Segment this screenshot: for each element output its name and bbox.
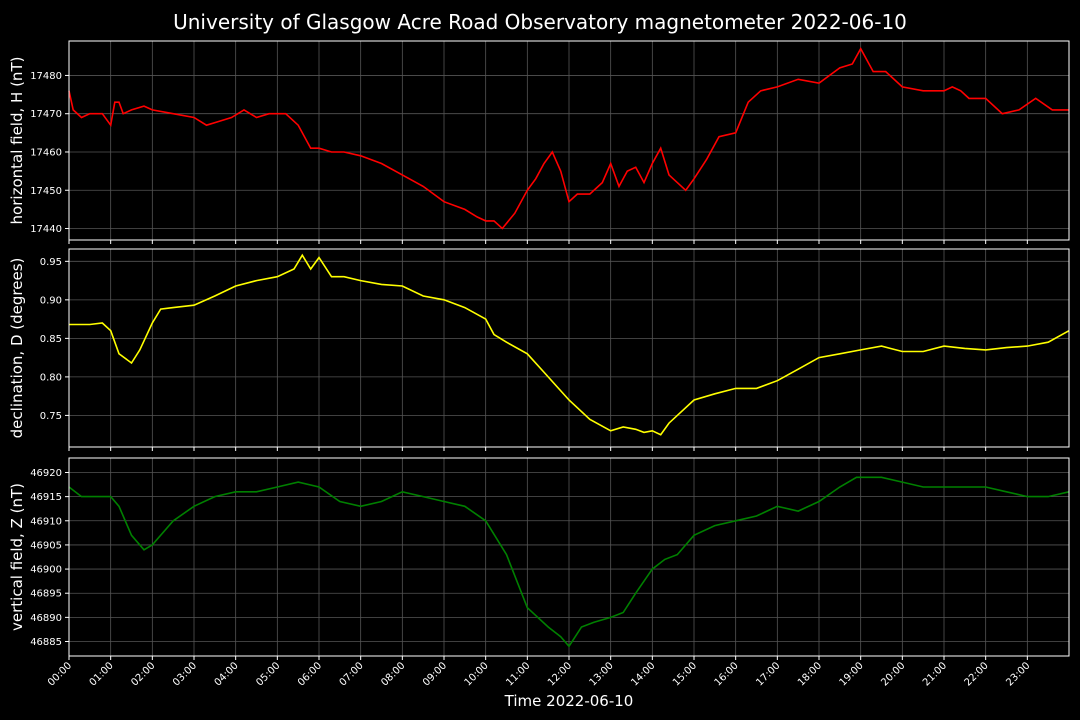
y-tick-label: 46910	[30, 516, 62, 527]
panel-vertical-field: 46885 46890 46895 46900 46905 46910 46915 46920…	[8, 457, 1070, 660]
y-tick-label: 46900	[30, 565, 62, 576]
y-tick-label: 17470	[30, 109, 62, 120]
y-tick-label: 46915	[30, 492, 62, 503]
series-line-z	[68, 476, 1070, 648]
y-tick-label: 17440	[30, 224, 62, 235]
panel-horizontal-field: 17440 17450 17460 17470 17480 horizontal fie…	[8, 40, 1070, 244]
y-tick-label: 46895	[30, 589, 62, 600]
y-axis-label-h: horizontal field, H (nT)	[8, 57, 26, 225]
y-tick-label: 0.90	[40, 295, 62, 306]
y-tick-label: 46885	[30, 637, 62, 648]
y-tick-label: 46905	[30, 540, 62, 551]
y-tick-label: 0.80	[40, 372, 62, 383]
y-axis-label-d: declination, D (degrees)	[8, 258, 26, 439]
y-tick-label: 0.85	[40, 334, 62, 345]
y-tick-label: 46890	[30, 613, 62, 624]
series-line-d	[69, 253, 1070, 436]
y-tick-label: 0.75	[40, 411, 62, 422]
y-tick-label: 17450	[30, 186, 62, 197]
y-tick-label: 0.95	[40, 257, 62, 268]
y-tick-label: 17460	[30, 147, 62, 158]
chart-title: University of Glasgow Acre Road Observat…	[173, 10, 907, 34]
series-line-h	[68, 47, 1069, 230]
y-tick-label: 17480	[30, 71, 62, 82]
y-axis-label-z: vertical field, Z (nT)	[8, 483, 26, 631]
y-tick-label: 46920	[30, 468, 62, 479]
x-axis-label: Time 2022-06-10	[504, 692, 634, 710]
panel-declination: 0.75 0.80 0.85 0.90 0.95 declination, D (deg…	[8, 248, 1070, 451]
